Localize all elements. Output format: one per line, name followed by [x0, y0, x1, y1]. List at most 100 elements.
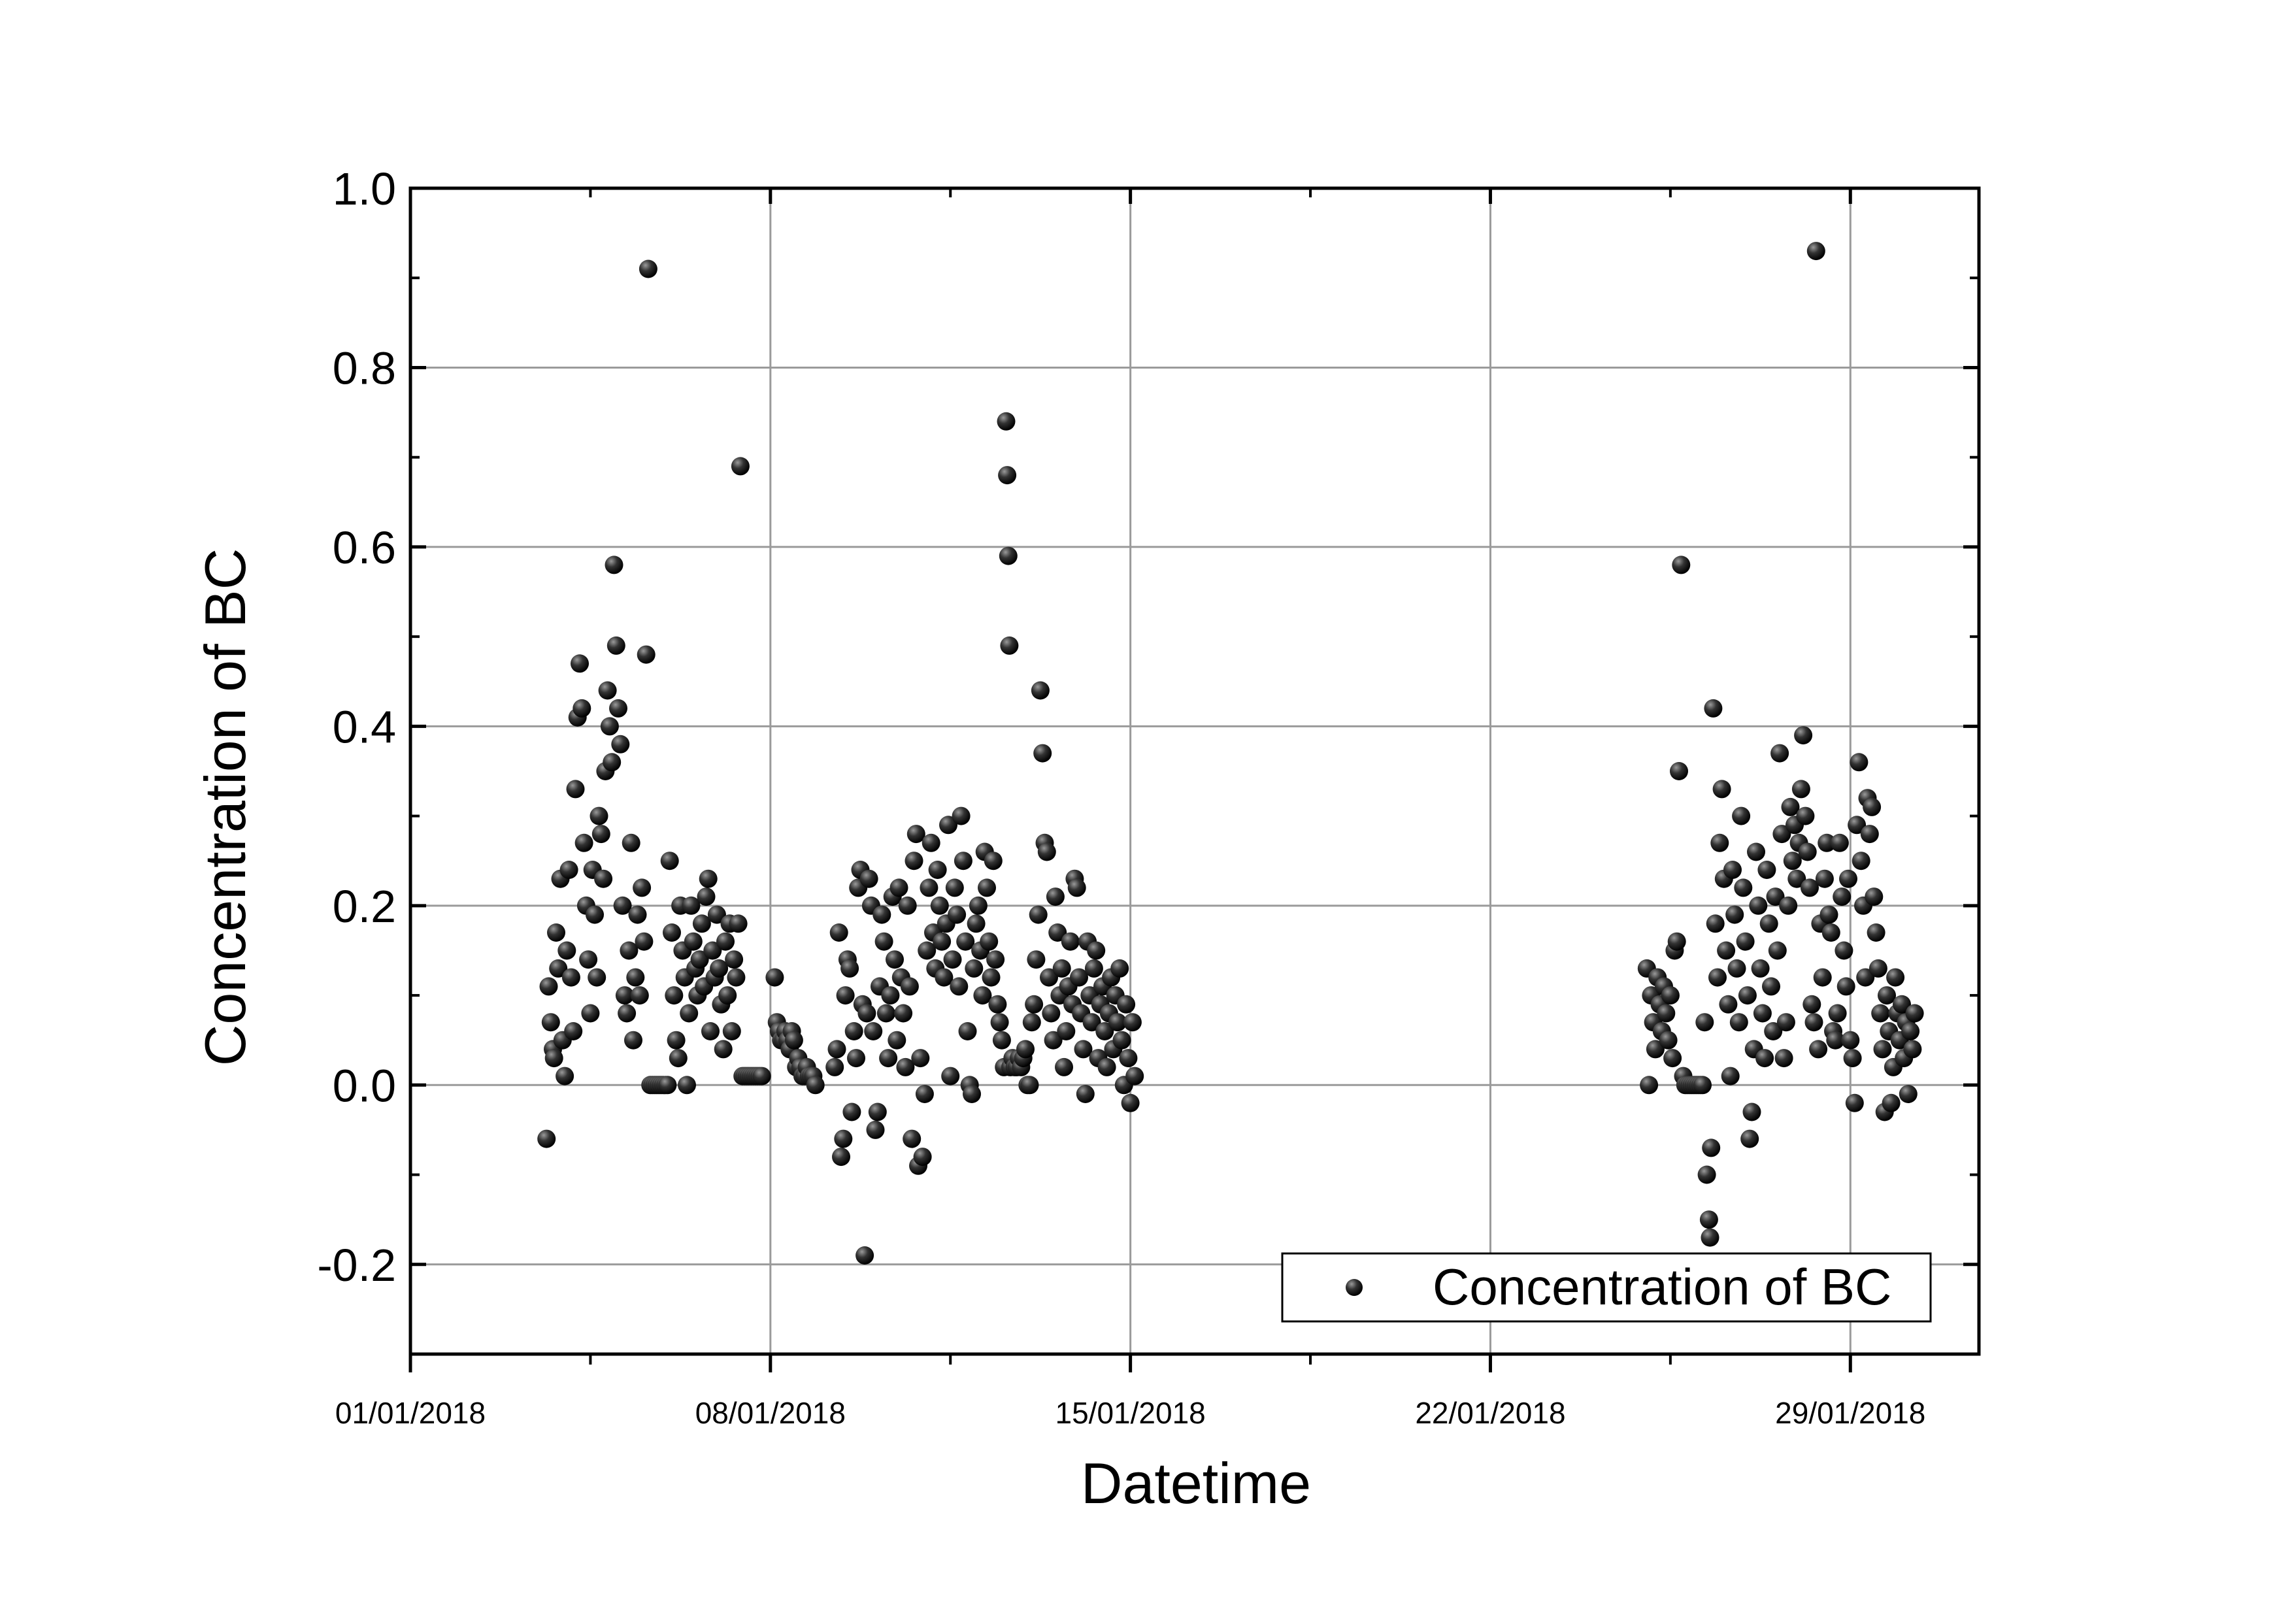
data-point [765, 968, 784, 987]
data-point [1027, 950, 1046, 969]
data-point [714, 1040, 733, 1059]
data-point [1850, 753, 1868, 772]
data-point [973, 986, 992, 1005]
data-point [1693, 1076, 1712, 1095]
data-point [1704, 699, 1723, 718]
data-point [566, 780, 585, 799]
data-point [857, 1004, 876, 1023]
data-point [998, 466, 1017, 485]
data-point [918, 941, 937, 960]
data-point [1042, 1004, 1061, 1023]
data-point [1031, 681, 1050, 700]
data-point [1738, 986, 1757, 1005]
data-point [1798, 842, 1817, 861]
data-point [1804, 1013, 1823, 1032]
data-point [1871, 1004, 1890, 1023]
data-point [1759, 914, 1778, 933]
data-point [1863, 797, 1882, 816]
data-point [710, 959, 729, 978]
data-point [1774, 1049, 1793, 1068]
data-point [1821, 923, 1840, 942]
data-point [1865, 887, 1884, 906]
data-point [1121, 1093, 1140, 1112]
y-tick-label: 0.6 [333, 522, 396, 573]
data-point [1878, 986, 1896, 1005]
x-axis-title: Datetime [1081, 1451, 1311, 1516]
data-point [680, 1004, 699, 1023]
data-point [573, 699, 591, 718]
data-point [842, 1102, 861, 1121]
data-point [1781, 797, 1800, 816]
data-point [1727, 959, 1746, 978]
data-point [1783, 852, 1802, 870]
data-point [1695, 1013, 1714, 1032]
data-point [590, 806, 608, 825]
data-point [1768, 941, 1787, 960]
data-point [1751, 959, 1770, 978]
data-point [986, 950, 1005, 969]
data-point [1742, 1102, 1761, 1121]
data-point [1661, 986, 1680, 1005]
data-point [834, 1129, 853, 1148]
data-point [920, 878, 938, 897]
data-point [1835, 941, 1853, 960]
data-point [598, 681, 617, 700]
data-point [928, 861, 947, 879]
legend: Concentration of BC [1281, 1252, 1932, 1323]
data-point [1723, 861, 1742, 879]
data-point [1868, 959, 1887, 978]
data-point [541, 1013, 560, 1032]
data-point [539, 977, 558, 996]
data-point [1022, 1013, 1041, 1032]
data-point [1125, 1067, 1144, 1085]
data-point [658, 1076, 677, 1095]
data-point [690, 950, 709, 969]
data-point [889, 878, 908, 897]
data-point [1697, 1165, 1716, 1184]
data-point [1640, 1076, 1659, 1095]
data-point [1764, 1022, 1783, 1040]
data-point [1893, 995, 1911, 1014]
data-point [571, 654, 589, 673]
data-point [1845, 1093, 1864, 1112]
data-point [1757, 861, 1776, 879]
data-point [963, 1085, 981, 1103]
data-point [588, 968, 606, 987]
data-point [637, 645, 656, 664]
data-point [1776, 1013, 1795, 1032]
data-point [1016, 1040, 1035, 1059]
data-point [635, 932, 654, 951]
data-point [1710, 833, 1729, 852]
data-point [956, 932, 975, 951]
data-point [965, 959, 984, 978]
data-point [984, 852, 1003, 870]
data-point [606, 636, 625, 655]
legend-label-concentration-of-bc: Concentration of BC [1433, 1258, 1891, 1316]
data-point [1112, 1031, 1131, 1050]
data-point [1084, 959, 1103, 978]
data-point [990, 1013, 1009, 1032]
data-point [1123, 1013, 1142, 1032]
data-point [609, 699, 627, 718]
data-point [1108, 1013, 1127, 1032]
data-point [1044, 1031, 1063, 1050]
data-point [615, 986, 634, 1005]
data-point [1082, 1013, 1101, 1032]
data-point [1901, 1022, 1920, 1040]
data-point [1670, 762, 1688, 780]
y-tick-label: 0.4 [333, 701, 396, 752]
y-tick-label: 0.2 [333, 881, 396, 932]
data-point [620, 941, 639, 960]
data-point [613, 896, 632, 915]
data-point [1791, 780, 1810, 799]
data-point [888, 1031, 906, 1050]
data-point [806, 1076, 825, 1095]
data-point [980, 932, 999, 951]
data-point [537, 1129, 556, 1148]
data-point [898, 896, 917, 915]
data-point [1839, 869, 1857, 888]
data-point [1732, 806, 1751, 825]
data-point [699, 869, 718, 888]
data-point [1052, 959, 1071, 978]
data-point [594, 869, 613, 888]
